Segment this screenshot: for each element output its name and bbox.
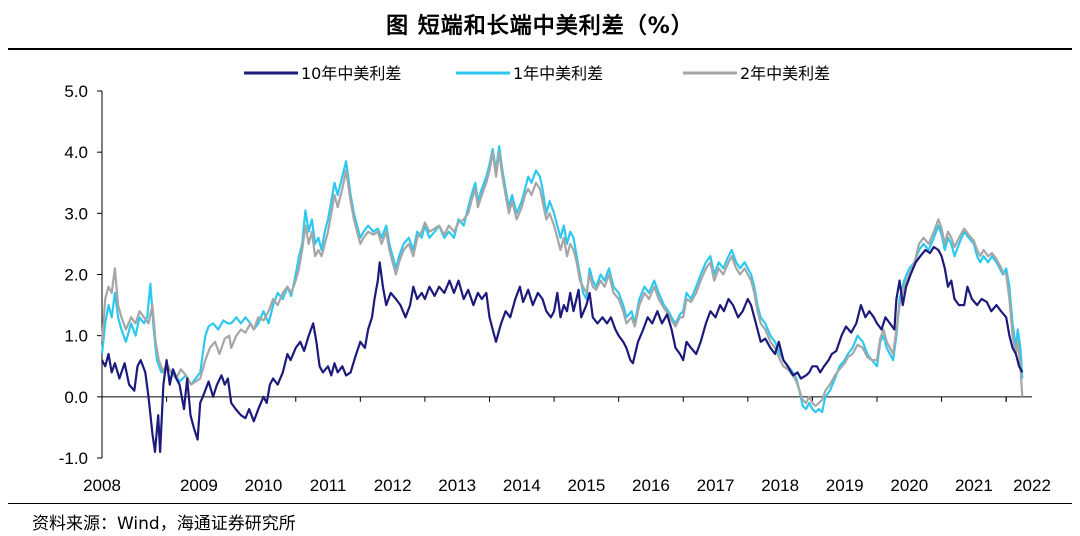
series-line-1y	[100, 145, 1024, 414]
x-tick-label: 2018	[761, 476, 799, 495]
y-tick-label: 5.0	[64, 82, 88, 101]
x-tick-label: 2014	[503, 476, 541, 495]
legend-label: 1年中美利差	[513, 64, 603, 83]
x-tick-label: 2012	[374, 476, 412, 495]
x-tick-label: 2020	[890, 476, 928, 495]
x-tick-label: 2008	[83, 476, 121, 495]
y-tick-label: -1.0	[59, 449, 88, 468]
x-tick-label: 2017	[697, 476, 735, 495]
x-tick-label: 2015	[567, 476, 605, 495]
source-note: 资料来源：Wind，海通证券研究所	[32, 514, 296, 534]
y-tick-label: 3.0	[64, 204, 88, 223]
chart-title: 图 短端和长端中美利差（%）	[386, 14, 694, 39]
y-tick-label: 0.0	[64, 388, 88, 407]
chart-legend: 10年中美利差 1年中美利差 2年中美利差	[244, 64, 830, 83]
series-line-2y	[100, 151, 1024, 408]
x-tick-label: 2011	[310, 476, 347, 495]
y-tick-label: 2.0	[64, 266, 88, 285]
x-tick-label: 2019	[826, 476, 864, 495]
x-tick-label: 2013	[438, 476, 476, 495]
chart-axes: 5.0 4.0 3.0 2.0 1.0 0.0 -1.0 2008 2009 2010 2011 20…	[59, 82, 1051, 495]
legend-label: 2年中美利差	[740, 64, 830, 83]
x-tick-label: 2021	[955, 476, 993, 495]
legend-label: 10年中美利差	[301, 64, 401, 83]
chart-series-layer	[100, 145, 1024, 453]
title-divider	[8, 48, 1072, 50]
x-tick-label: 2010	[245, 476, 283, 495]
source-divider	[8, 503, 1072, 504]
x-tick-label: 2016	[632, 476, 670, 495]
x-tick-label: 2009	[180, 476, 218, 495]
series-line-10y	[101, 245, 1024, 453]
y-tick-label: 4.0	[64, 143, 88, 162]
y-tick-label: 1.0	[64, 327, 88, 346]
x-tick-label: 2022	[1013, 476, 1051, 495]
